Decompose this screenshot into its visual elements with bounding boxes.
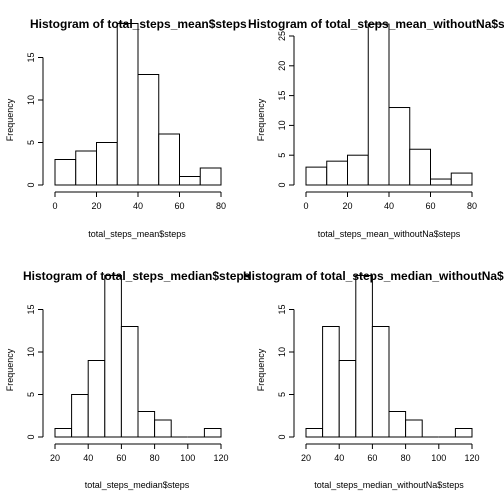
x-tick-label: 120 [213,453,228,463]
histogram-bar [117,24,138,186]
y-tick-label: 15 [277,91,287,101]
y-tick-label: 15 [26,304,36,314]
histogram-bar [368,24,389,185]
y-tick-label: 20 [277,61,287,71]
histogram-bar [389,412,406,438]
histogram-bar [451,173,472,185]
x-tick-label: 20 [301,453,311,463]
histogram-bar [200,168,221,185]
x-tick-label: 120 [464,453,479,463]
x-tick-label: 80 [401,453,411,463]
x-tick-label: 40 [83,453,93,463]
histogram-bar [159,134,180,185]
histogram-bar [389,108,410,185]
histogram-bar [155,420,172,437]
histogram-bar [348,155,369,185]
histogram-bar [55,429,72,438]
histogram-bar [72,395,89,438]
histogram-bar [55,160,76,186]
x-tick-label: 40 [334,453,344,463]
x-tick-label: 40 [133,201,143,211]
x-tick-label: 20 [342,201,352,211]
x-axis-label: total_steps_mean_withoutNa$steps [318,229,461,239]
x-tick-label: 60 [425,201,435,211]
y-tick-label: 5 [277,153,287,158]
histogram-bar [105,276,122,438]
y-tick-label: 10 [277,120,287,130]
y-axis-label: Frequency [256,348,266,391]
x-axis-label: total_steps_median$steps [85,480,190,490]
x-tick-label: 80 [467,201,477,211]
y-tick-label: 5 [26,392,36,397]
x-tick-label: 40 [384,201,394,211]
histogram-bar [121,327,138,438]
y-tick-label: 15 [26,52,36,62]
histogram-bar [410,149,431,185]
chart-title: Histogram of total_steps_median_withoutN… [243,269,504,283]
histogram-bar [138,412,155,438]
y-tick-label: 25 [277,31,287,41]
y-tick-label: 10 [26,95,36,105]
y-tick-label: 0 [26,434,36,439]
histogram-bar [339,361,356,438]
y-axis-label: Frequency [256,98,266,141]
chart-title: Histogram of total_steps_mean_withoutNa$… [248,17,504,31]
x-tick-label: 0 [52,201,57,211]
histogram-bar [356,276,373,438]
y-tick-label: 5 [26,140,36,145]
x-tick-label: 0 [303,201,308,211]
x-tick-label: 80 [150,453,160,463]
x-tick-label: 80 [216,201,226,211]
histogram-bar [455,429,472,438]
x-tick-label: 100 [180,453,195,463]
histogram-bar [431,179,452,185]
histogram-bar [88,361,105,438]
x-axis-label: total_steps_mean$steps [88,229,186,239]
histogram-bar [204,429,221,438]
histogram-panel-3: 20 40 60 80 100 120 0 5 10 15 Histogram of total_s… [5,269,251,490]
chart-title: Histogram of total_steps_mean$steps [30,17,247,31]
x-tick-label: 20 [91,201,101,211]
histogram-bar [180,177,201,186]
histogram-bar [76,151,97,185]
y-axis-label: Frequency [5,348,15,391]
y-tick-label: 10 [26,347,36,357]
histogram-bar [323,327,340,438]
histogram-bar [306,167,327,185]
histogram-panel-1: 0 20 40 60 80 0 5 10 15 Histogram of total_steps_… [5,17,247,239]
y-tick-label: 0 [277,434,287,439]
x-tick-label: 100 [431,453,446,463]
x-tick-label: 60 [367,453,377,463]
y-tick-label: 15 [277,304,287,314]
x-tick-label: 60 [174,201,184,211]
y-tick-label: 0 [277,182,287,187]
histogram-bar [372,327,389,438]
y-tick-label: 0 [26,182,36,187]
x-axis-label: total_steps_median_withoutNa$steps [314,480,464,490]
histogram-bar [306,429,323,438]
chart-title: Histogram of total_steps_median$steps [23,269,251,283]
x-tick-label: 20 [50,453,60,463]
y-axis-label: Frequency [5,98,15,141]
y-tick-label: 5 [277,392,287,397]
histogram-panel-4: 20 40 60 80 100 120 0 5 10 15 Histogram of total_s… [243,269,504,490]
y-tick-label: 10 [277,347,287,357]
histogram-bar [406,420,423,437]
histogram-bar [327,161,348,185]
histogram-bar [97,143,118,186]
x-tick-label: 60 [116,453,126,463]
histogram-bar [138,75,159,186]
